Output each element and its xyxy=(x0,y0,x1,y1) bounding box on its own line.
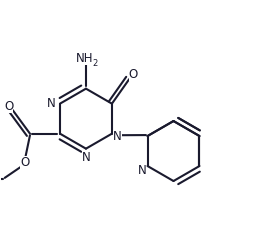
Text: N: N xyxy=(113,130,122,143)
Text: O: O xyxy=(20,155,29,169)
Text: O: O xyxy=(4,100,13,113)
Text: N: N xyxy=(47,97,56,109)
Text: O: O xyxy=(129,68,138,81)
Text: N: N xyxy=(82,151,91,164)
Text: N: N xyxy=(137,164,146,177)
Text: 2: 2 xyxy=(92,59,98,68)
Text: NH: NH xyxy=(76,52,93,65)
